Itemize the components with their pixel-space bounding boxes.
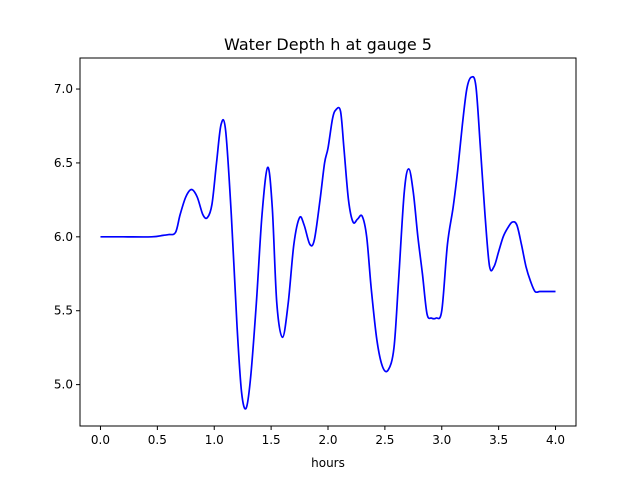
x-tick-label: 3.0: [432, 433, 451, 447]
plot-frame: [79, 57, 577, 427]
x-tick-label: 2.5: [375, 433, 394, 447]
chart-title: Water Depth h at gauge 5: [224, 35, 432, 54]
y-tick-label: 7.0: [54, 82, 73, 96]
y-tick-label: 6.0: [54, 230, 73, 244]
x-axis-label: hours: [311, 456, 345, 470]
x-tick-label: 1.5: [262, 433, 281, 447]
series-line-0: [100, 75, 556, 410]
x-tick-label: 4.0: [546, 433, 565, 447]
axis-ticks: 0.0 0.5 1.0 1.5 2.0 2.5 3.0 3.5 4.0 5.0 5.5 6.0 6.5 7…: [54, 82, 565, 447]
y-tick-label: 5.5: [54, 304, 73, 318]
x-tick-label: 0.5: [148, 433, 167, 447]
x-tick-label: 1.0: [205, 433, 224, 447]
y-tick-label: 6.5: [54, 156, 73, 170]
x-tick-label: 3.5: [489, 433, 508, 447]
x-tick-label: 0.0: [91, 433, 110, 447]
x-tick-label: 2.0: [318, 433, 337, 447]
plot-area: [100, 75, 556, 410]
y-tick-label: 5.0: [54, 378, 73, 392]
